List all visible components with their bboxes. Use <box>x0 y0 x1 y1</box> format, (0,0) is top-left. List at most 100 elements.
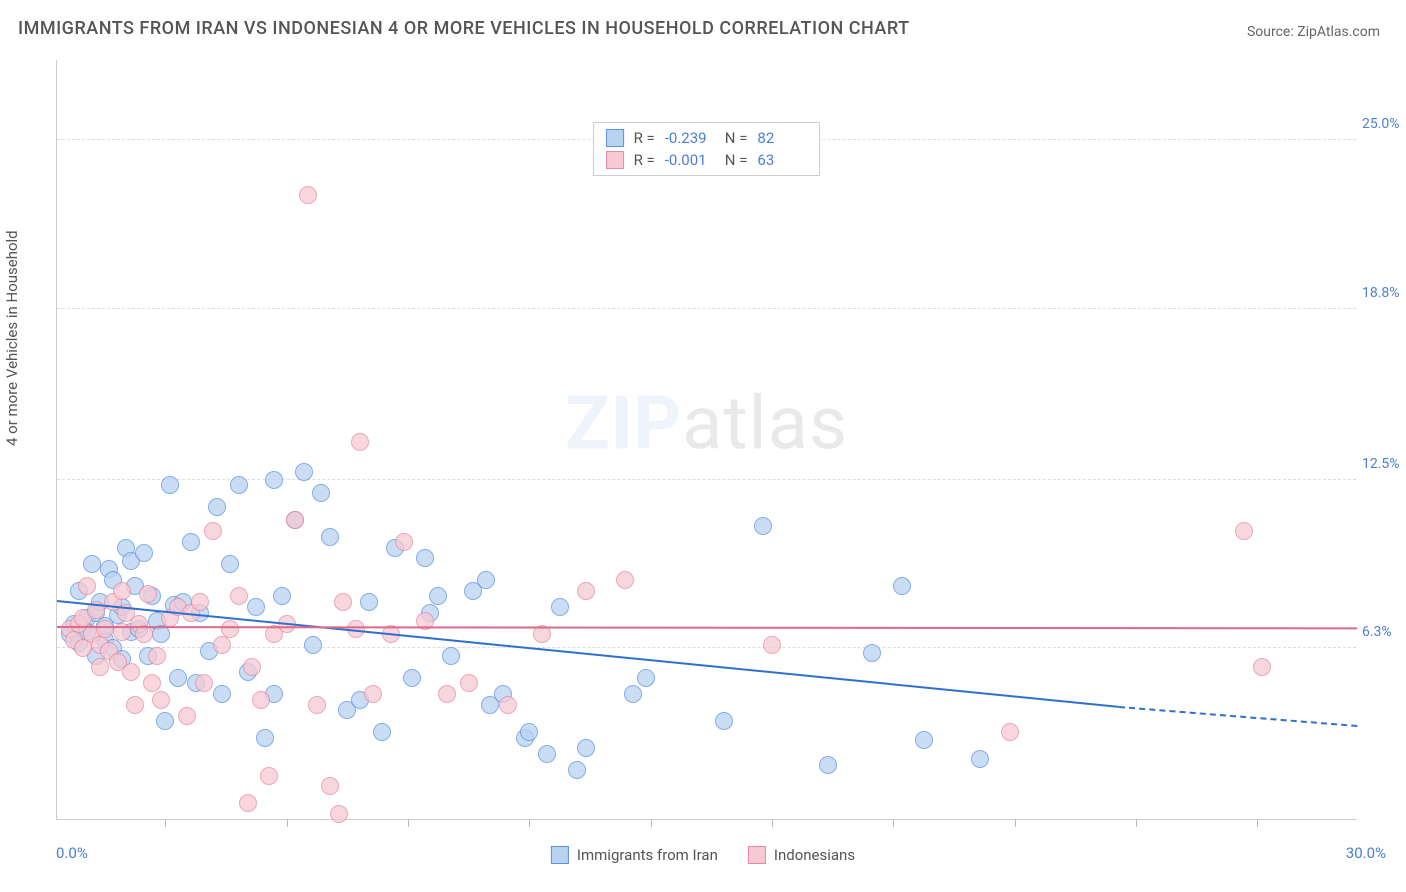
data-point <box>252 691 270 709</box>
data-point <box>715 712 733 730</box>
x-axis-max-label: 30.0% <box>1346 844 1386 862</box>
data-point <box>260 767 278 785</box>
data-point <box>178 707 196 725</box>
data-point <box>83 555 101 573</box>
data-point <box>169 669 187 687</box>
x-axis-min-label: 0.0% <box>56 844 88 862</box>
x-tick <box>529 819 530 827</box>
regression-line <box>1119 706 1357 727</box>
data-point <box>113 582 131 600</box>
legend-bottom-item-indonesians: Indonesians <box>748 846 855 864</box>
data-point <box>373 723 391 741</box>
data-point <box>568 761 586 779</box>
data-point <box>360 593 378 611</box>
data-point <box>395 533 413 551</box>
x-tick <box>408 819 409 827</box>
data-point <box>1253 658 1271 676</box>
data-point <box>213 636 231 654</box>
x-tick <box>772 819 773 827</box>
data-point <box>273 587 291 605</box>
legend-bottom-label-indonesians: Indonesians <box>774 846 855 864</box>
data-point <box>637 669 655 687</box>
data-point <box>499 696 517 714</box>
data-point <box>416 549 434 567</box>
legend-top: R = -0.239 N = 82 R = -0.001 N = 63 <box>593 122 821 176</box>
data-point <box>863 644 881 662</box>
data-point <box>152 691 170 709</box>
data-point <box>78 577 96 595</box>
source-label: Source: ZipAtlas.com <box>1247 24 1380 40</box>
data-point <box>551 598 569 616</box>
data-point <box>754 517 772 535</box>
data-point <box>126 696 144 714</box>
r-value-iran: -0.239 <box>665 129 715 147</box>
data-point <box>295 463 313 481</box>
x-tick <box>287 819 288 827</box>
data-point <box>321 777 339 795</box>
chart-title: IMMIGRANTS FROM IRAN VS INDONESIAN 4 OR … <box>18 18 910 39</box>
data-point <box>139 585 157 603</box>
data-point <box>1001 723 1019 741</box>
x-tick <box>1257 819 1258 827</box>
data-point <box>195 674 213 692</box>
data-point <box>520 723 538 741</box>
legend-bottom-swatch-indonesians <box>748 846 766 864</box>
data-point <box>577 582 595 600</box>
legend-bottom-item-iran: Immigrants from Iran <box>551 846 718 864</box>
data-point <box>230 587 248 605</box>
plot-area: ZIPatlas R = -0.239 N = 82 R = -0.001 N … <box>56 60 1356 820</box>
data-point <box>577 739 595 757</box>
data-point <box>91 658 109 676</box>
data-point <box>135 544 153 562</box>
data-point <box>364 685 382 703</box>
data-point <box>243 658 261 676</box>
legend-top-row-1: R = -0.001 N = 63 <box>606 149 808 171</box>
n-value-iran: 82 <box>757 129 807 147</box>
data-point <box>122 663 140 681</box>
data-point <box>429 587 447 605</box>
y-axis-title: 4 or more Vehicles in Household <box>3 230 21 446</box>
data-point <box>247 598 265 616</box>
data-point <box>161 476 179 494</box>
x-tick <box>165 819 166 827</box>
data-point <box>152 625 170 643</box>
watermark: ZIPatlas <box>565 381 848 468</box>
legend-bottom-label-iran: Immigrants from Iran <box>577 846 718 864</box>
data-point <box>330 805 348 823</box>
data-point <box>819 756 837 774</box>
legend-bottom-swatch-iran <box>551 846 569 864</box>
data-point <box>321 528 339 546</box>
x-tick <box>1136 819 1137 827</box>
data-point <box>403 669 421 687</box>
data-point <box>460 674 478 692</box>
data-point <box>971 750 989 768</box>
data-point <box>208 498 226 516</box>
data-point <box>893 577 911 595</box>
data-point <box>308 696 326 714</box>
data-point <box>191 593 209 611</box>
data-point <box>1235 522 1253 540</box>
r-value-indonesians: -0.001 <box>665 151 715 169</box>
data-point <box>624 685 642 703</box>
data-point <box>442 647 460 665</box>
y-tick-label: 18.8% <box>1362 285 1406 301</box>
data-point <box>182 533 200 551</box>
data-point <box>96 620 114 638</box>
data-point <box>135 625 153 643</box>
gridline <box>57 479 1356 480</box>
legend-swatch-indonesians <box>606 151 624 169</box>
data-point <box>538 745 556 763</box>
data-point <box>334 593 352 611</box>
x-tick <box>651 819 652 827</box>
data-point <box>230 476 248 494</box>
y-tick-label: 25.0% <box>1362 116 1406 132</box>
data-point <box>204 522 222 540</box>
data-point <box>616 571 634 589</box>
data-point <box>239 794 257 812</box>
data-point <box>148 647 166 665</box>
gridline <box>57 647 1356 648</box>
data-point <box>304 636 322 654</box>
data-point <box>221 555 239 573</box>
y-tick-label: 6.3% <box>1362 624 1406 640</box>
data-point <box>351 433 369 451</box>
